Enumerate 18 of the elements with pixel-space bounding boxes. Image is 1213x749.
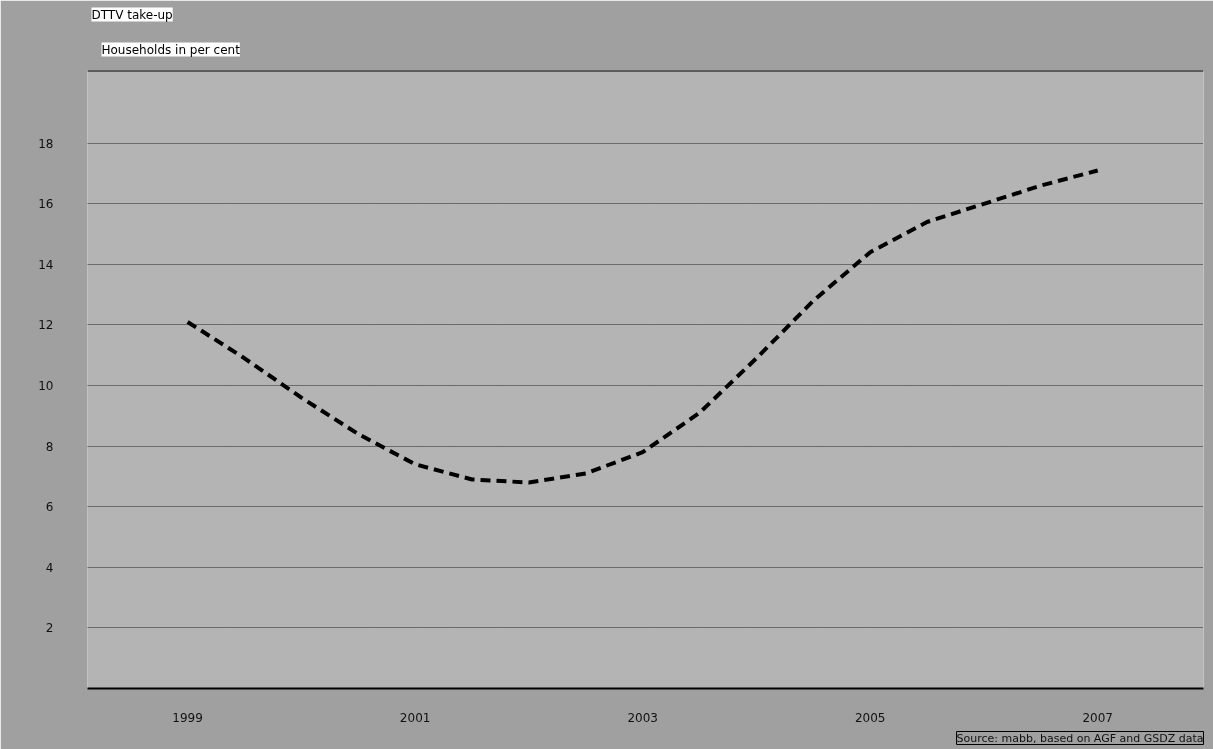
y-tick-label: 18 <box>38 136 54 151</box>
y-tick-label: 2 <box>45 621 54 636</box>
y-tick-label: 8 <box>45 439 54 454</box>
line-series <box>185 168 1100 485</box>
x-tick-label: 2007 <box>1082 710 1113 725</box>
x-tick-label: 2003 <box>627 710 658 725</box>
chart-subtitle: Households in per cent <box>101 42 241 57</box>
y-tick-label: 6 <box>45 500 54 515</box>
source-note: Source: mabb, based on AGF and GSDZ data <box>956 731 1204 745</box>
y-tick-label: 10 <box>38 379 54 394</box>
x-tick-label: 2001 <box>399 710 431 725</box>
y-tick-label: 12 <box>38 318 54 333</box>
x-tick-label: 2005 <box>854 710 886 725</box>
x-tick-label: 1999 <box>172 710 203 725</box>
y-tick-label: 4 <box>45 560 54 575</box>
chart-title: DTTV take-up <box>91 7 173 22</box>
y-tick-label: 16 <box>38 197 54 212</box>
y-tick-label: 14 <box>38 257 54 272</box>
